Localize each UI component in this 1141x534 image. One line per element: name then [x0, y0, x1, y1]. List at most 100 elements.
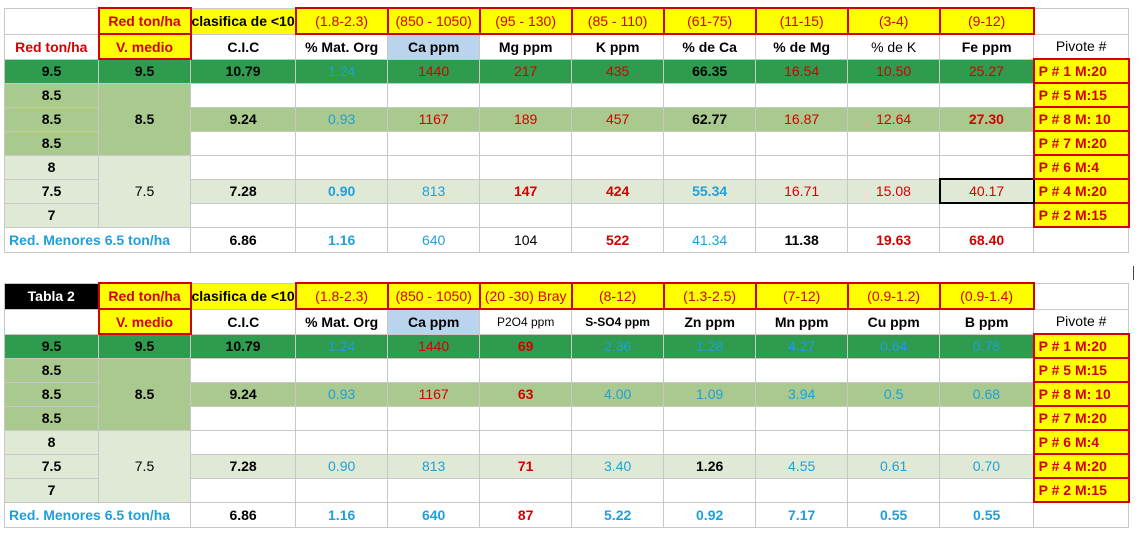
data-cell — [847, 130, 941, 156]
data-cell — [939, 202, 1035, 228]
data-cell: 0.5 — [847, 381, 941, 407]
data-cell: 3.94 — [755, 381, 849, 407]
data-cell — [755, 357, 849, 383]
footer-label: Red. Menores 6.5 ton/ha — [4, 501, 191, 528]
data-cell: 522 — [571, 226, 665, 253]
data-cell — [387, 130, 481, 156]
data-cell: 640 — [387, 501, 481, 528]
column-header: % de K — [847, 33, 941, 60]
data-cell: 640 — [387, 226, 481, 253]
data-cell: 41.34 — [663, 226, 757, 253]
data-cell — [1033, 226, 1130, 253]
table-row: 8.5 8.5 P # 5 M:15 — [4, 357, 1130, 431]
pivot-cell: P # 2 M:15 — [1032, 477, 1130, 503]
range-header-cell: (9-12) — [938, 7, 1035, 35]
column-header: Pivote # — [1033, 33, 1130, 60]
column-header: % Mat. Org — [295, 308, 389, 335]
range-header-cell: clasifica de <10 — [189, 7, 297, 35]
column-header: C.I.C — [189, 308, 297, 335]
data-cell — [189, 202, 297, 228]
pivot-cell: P # 1 M:20 — [1032, 333, 1130, 359]
data-cell — [387, 82, 481, 108]
column-header: % Mat. Org — [295, 33, 389, 60]
data-cell — [387, 357, 481, 383]
data-cell — [387, 202, 481, 228]
range-header-cell — [1033, 7, 1130, 35]
data-cell: 0.90 — [295, 178, 389, 204]
data-cell — [571, 130, 665, 156]
pivot-cell: P # 1 M:20 — [1032, 58, 1130, 84]
data-cell: 19.63 — [847, 226, 941, 253]
data-cell: 0.70 — [939, 453, 1035, 479]
avg-cell: 8.5 — [98, 357, 191, 431]
data-cell — [847, 154, 941, 180]
data-cell: 0.92 — [663, 501, 757, 528]
range-header-cell: (1.3-2.5) — [662, 282, 757, 310]
data-cell — [571, 429, 665, 455]
footer-label: Red. Menores 6.5 ton/ha — [4, 226, 191, 253]
data-cell: 147 — [479, 178, 573, 204]
range-header-cell: clasifica de <10 — [189, 282, 297, 310]
data-cell — [755, 202, 849, 228]
data-cell — [939, 130, 1035, 156]
data-cell: 0.55 — [939, 501, 1035, 528]
data-cell — [663, 82, 757, 108]
data-cell: 62.77 — [663, 106, 757, 132]
soil-analysis-table-2: Tabla 2 Red ton/ha clasifica de <10 (1.8… — [4, 282, 1130, 528]
range-header-cell: (61-75) — [662, 7, 757, 35]
yield-cell: 8.5 — [4, 82, 99, 108]
data-cell — [387, 154, 481, 180]
data-cell: 1.24 — [295, 333, 389, 359]
data-cell — [939, 429, 1035, 455]
column-header: % de Ca — [663, 33, 757, 60]
table-row: 8.5 8.5 P # 5 M:15 — [4, 82, 1130, 156]
range-header-cell: (7-12) — [754, 282, 849, 310]
data-cell — [939, 477, 1035, 503]
table-row: 7 P # 2 M:15 — [4, 477, 1130, 503]
data-cell — [1033, 501, 1130, 528]
range-header-cell: Red ton/ha — [97, 7, 192, 35]
data-cell — [939, 154, 1035, 180]
data-cell — [479, 202, 573, 228]
data-cell — [387, 429, 481, 455]
yield-cell: 9.5 — [4, 333, 99, 359]
data-cell — [847, 477, 941, 503]
data-cell — [189, 477, 297, 503]
range-header-cell: (0.9-1.4) — [938, 282, 1035, 310]
data-cell — [755, 130, 849, 156]
yield-cell: 8.5 — [4, 357, 99, 383]
data-cell: 55.34 — [663, 178, 757, 204]
pivot-cell: P # 4 M:20 — [1032, 178, 1130, 204]
data-cell — [663, 202, 757, 228]
data-cell: 1.28 — [663, 333, 757, 359]
column-header — [4, 308, 99, 335]
column-header: K ppm — [571, 33, 665, 60]
range-header-cell: Red ton/ha — [97, 282, 192, 310]
table-row: 7.5 7.28 0.90 813 71 3.40 1.26 4.55 0.61… — [4, 453, 1130, 479]
footer-row: Red. Menores 6.5 ton/ha 6.86 1.16 640 10… — [4, 226, 1130, 253]
yield-cell: 8.5 — [4, 405, 99, 431]
soil-analysis-table-1: Red ton/ha clasifica de <10 (1.8-2.3) (8… — [4, 7, 1130, 253]
range-header-cell: (20 -30) Bray — [478, 282, 573, 310]
column-header-row: V. medio C.I.C % Mat. Org Ca ppm P2O4 pp… — [4, 308, 1130, 335]
column-header-row: Red ton/ha V. medio C.I.C % Mat. Org Ca … — [4, 33, 1130, 60]
data-cell — [571, 477, 665, 503]
data-cell — [939, 357, 1035, 383]
data-cell — [387, 477, 481, 503]
data-cell: 16.87 — [755, 106, 849, 132]
yield-cell: 9.5 — [4, 58, 99, 84]
data-cell: 3.40 — [571, 453, 665, 479]
data-cell — [755, 405, 849, 431]
data-cell — [295, 154, 389, 180]
data-cell — [479, 405, 573, 431]
column-header: Ca ppm — [387, 33, 481, 60]
range-header-cell: (95 - 130) — [478, 7, 573, 35]
data-cell: 1.26 — [663, 453, 757, 479]
data-cell — [755, 82, 849, 108]
pivot-cell: P # 7 M:20 — [1032, 130, 1130, 156]
pivot-cell: P # 6 M:4 — [1032, 154, 1130, 180]
column-header: Cu ppm — [847, 308, 941, 335]
data-cell — [663, 154, 757, 180]
data-cell — [571, 202, 665, 228]
table-row: 8 7.5 P # 6 M:4 — [4, 154, 1130, 228]
